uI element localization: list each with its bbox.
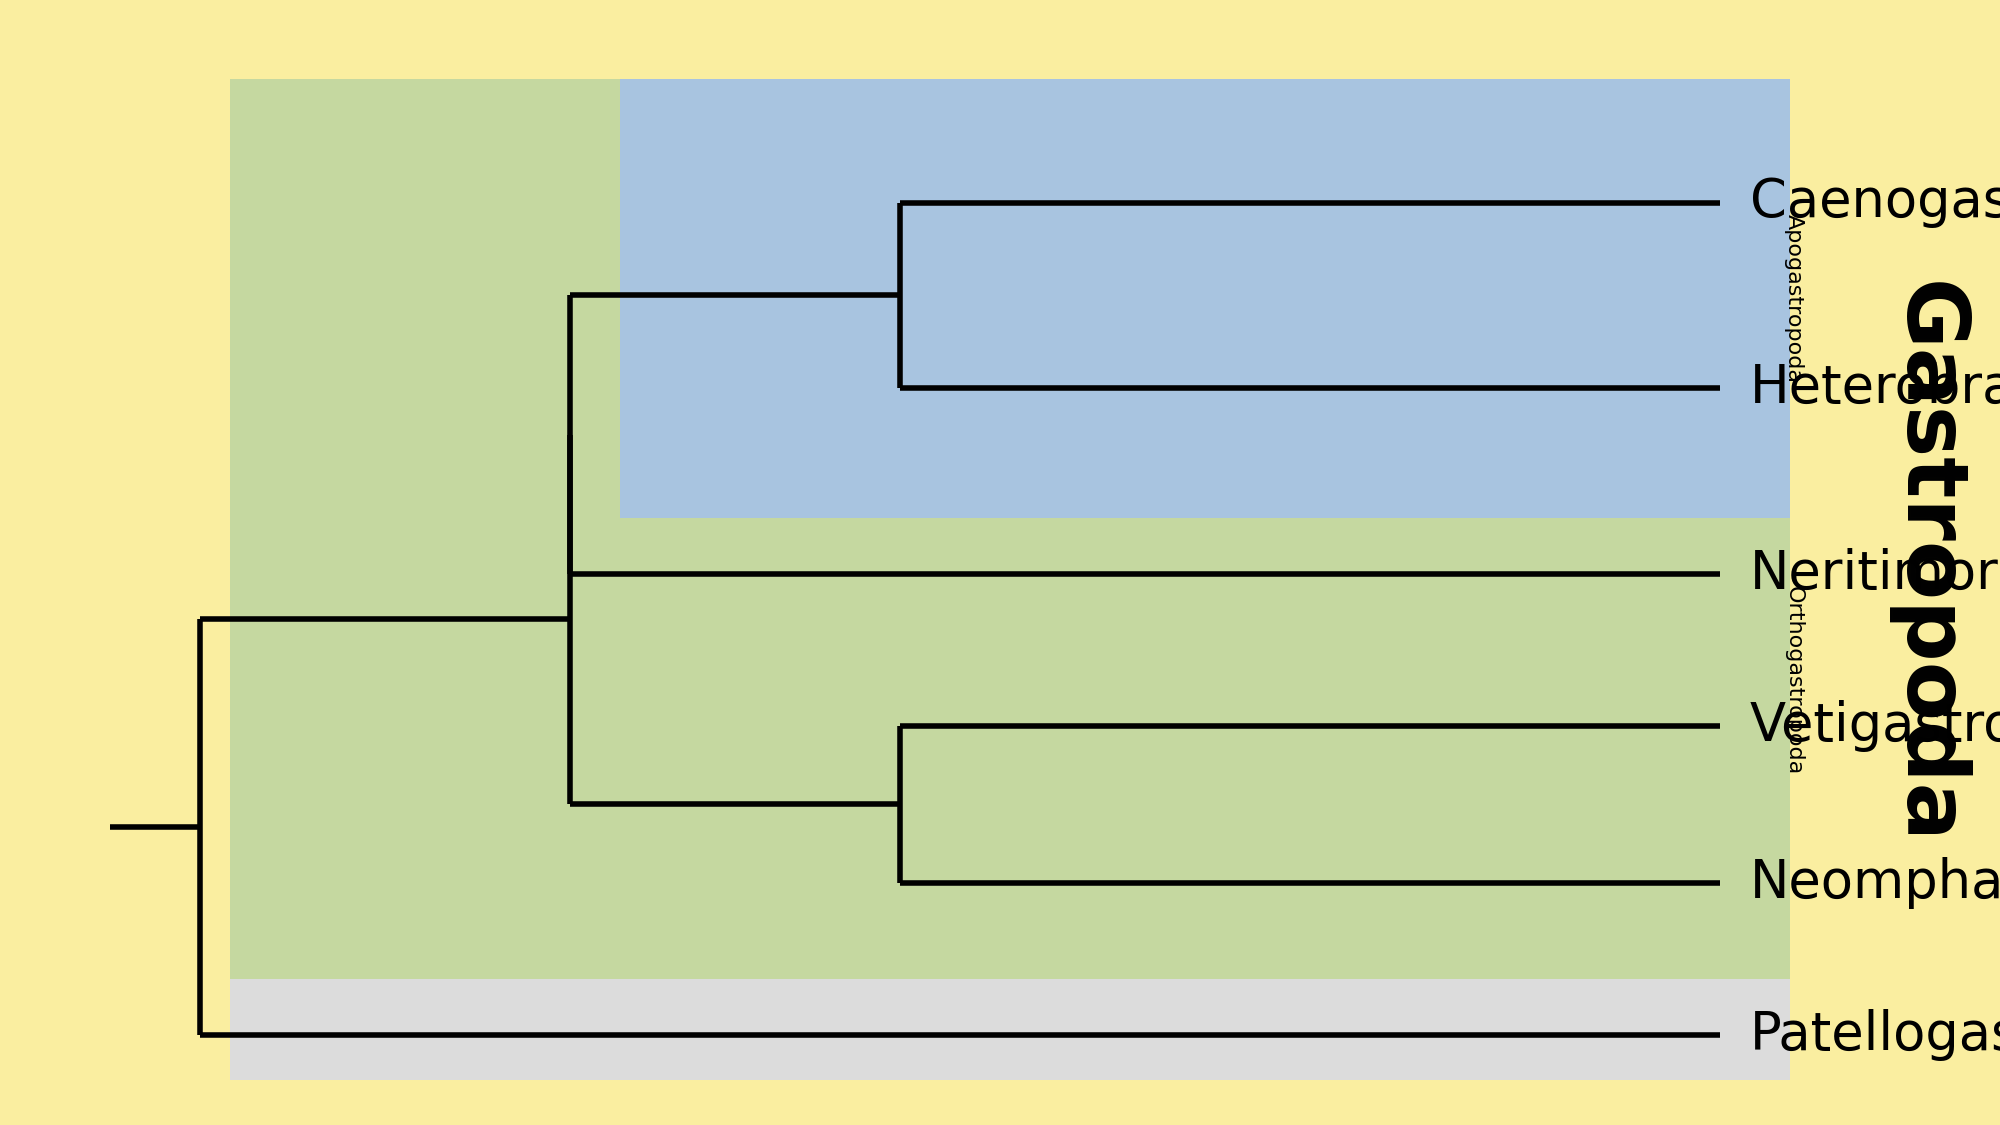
Text: Gastropoda: Gastropoda [1884,280,1968,845]
Text: Heterobranchia: Heterobranchia [1750,362,2000,414]
Bar [230,79,1790,979]
Text: Neritimorpha: Neritimorpha [1750,548,2000,600]
Text: Vetigastropoda: Vetigastropoda [1750,700,2000,752]
Text: Apogastropoda: Apogastropoda [1784,214,1804,382]
Text: Neomphalina: Neomphalina [1750,857,2000,909]
Bar [230,979,1790,1080]
Text: Patellogastropoda: Patellogastropoda [1750,1009,2000,1061]
Text: Caenogastropoda: Caenogastropoda [1750,177,2000,228]
Text: Orthogastropoda: Orthogastropoda [1784,586,1804,775]
Bar [620,79,1790,518]
